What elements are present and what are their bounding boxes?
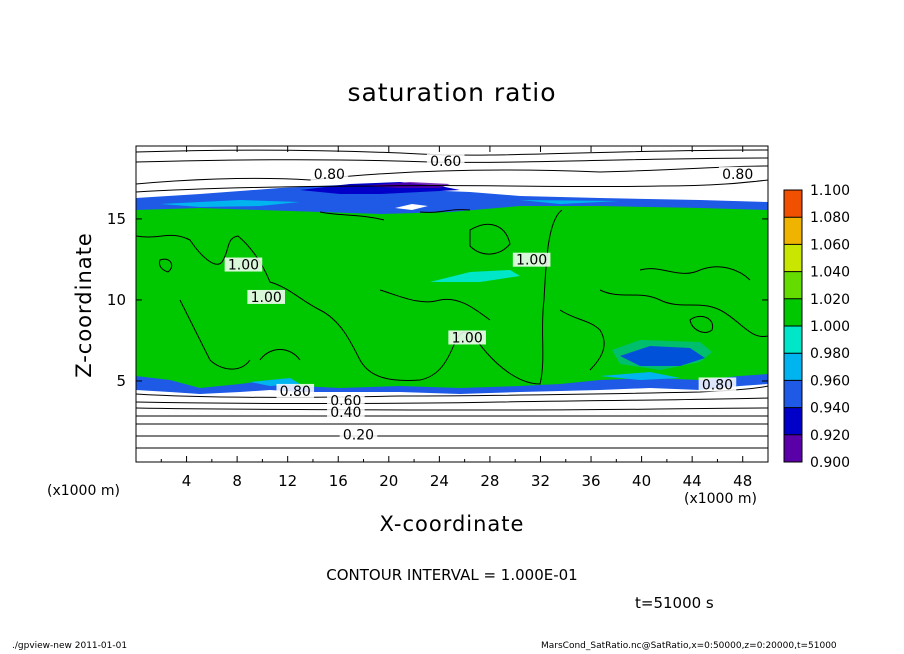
colorbar-label: 1.060 <box>810 237 850 253</box>
colorbar-swatch <box>784 353 802 381</box>
x-tick-label: 36 <box>581 472 600 490</box>
y-tick-label: 15 <box>107 210 126 228</box>
colorbar-swatch <box>784 434 802 462</box>
colorbar-label: 1.020 <box>810 292 850 308</box>
contour-label: 1.00 <box>516 253 547 269</box>
colorbar-swatch <box>784 217 802 245</box>
y-tick-label: 10 <box>107 291 126 309</box>
lower-boundary-cyan <box>250 372 680 386</box>
colorbar-swatch <box>784 380 802 408</box>
x-tick-label: 32 <box>531 472 550 490</box>
contour-label: 0.80 <box>280 384 311 400</box>
dry-patch-right-edge <box>612 340 712 370</box>
x-tick-label: 40 <box>632 472 651 490</box>
chart-title: saturation ratio <box>347 78 557 107</box>
contour-label: 0.80 <box>702 377 733 393</box>
y-axis-label: Z-coordinate <box>72 232 96 378</box>
upper-boundary-cyan <box>160 200 620 207</box>
colorbar-swatch <box>784 271 802 299</box>
colorbar-label: 0.900 <box>810 455 850 471</box>
x-unit-right: (x1000 m) <box>684 491 757 507</box>
cyan-streak <box>430 270 520 282</box>
contour-label: 0.60 <box>430 154 461 170</box>
colorbar-label: 0.980 <box>810 346 850 362</box>
colorbar-swatch <box>784 407 802 435</box>
x-tick-label: 4 <box>182 472 192 490</box>
contour-label: 1.00 <box>228 258 259 274</box>
footer-right: MarsCond_SatRatio.nc@SatRatio,x=0:50000,… <box>541 641 837 651</box>
contour-label-bg <box>276 383 315 398</box>
contour-label-bg <box>448 330 486 345</box>
contour-labels: 0.600.80 0.801.001.001.001.000.80 0.800.60… <box>224 153 757 444</box>
x-tick-label: 28 <box>480 472 499 490</box>
plot-frame <box>135 145 769 463</box>
colorbar-label: 1.040 <box>810 265 850 281</box>
contour-label: 0.40 <box>330 405 361 421</box>
contour-label: 1.00 <box>251 290 282 306</box>
colorbar-label: 1.000 <box>810 319 850 335</box>
x-tick-label: 16 <box>329 472 348 490</box>
contour-label: 1.00 <box>452 330 483 346</box>
upper-boundary-band <box>136 184 768 214</box>
contour-label-bg <box>698 377 737 392</box>
x-tick-label: 24 <box>430 472 449 490</box>
contour-label-bg <box>224 257 263 272</box>
contour-label-bg <box>327 393 365 408</box>
contour-label-bg <box>426 153 465 168</box>
contour-label: 0.20 <box>343 428 374 444</box>
colorbar-swatch <box>784 244 802 272</box>
colorbar-swatch <box>784 326 802 354</box>
upper-boundary-purple <box>360 182 450 188</box>
colorbar-label: 1.080 <box>810 210 850 226</box>
colorbar-label: 0.920 <box>810 428 850 444</box>
colorbar: 0.900 0.920 0.940 0.960 0.980 1.000 1.020 1.040… <box>783 183 850 471</box>
contour-label-bg <box>339 427 378 442</box>
contour-label-bg <box>310 166 349 181</box>
x-tick-label: 12 <box>278 472 297 490</box>
contour-label-bg <box>327 405 365 420</box>
time-label: t=51000 s <box>635 594 714 612</box>
contour-lines-lower <box>136 385 768 449</box>
x-axis-label: X-coordinate <box>379 512 525 536</box>
footer-left: ./gpview-new 2011-01-01 <box>12 641 128 651</box>
contour-label-bg <box>718 166 757 181</box>
x-tick-label: 8 <box>232 472 242 490</box>
unsaturated-gap <box>395 204 428 210</box>
contour-label: 0.80 <box>722 167 753 183</box>
colorbar-label: 0.960 <box>810 373 850 389</box>
contour-label: 0.80 <box>314 167 345 183</box>
colorbar-swatch <box>784 298 802 326</box>
colorbar-label: 1.100 <box>810 183 850 199</box>
contour-interval-text: CONTOUR INTERVAL = 1.000E-01 <box>326 566 578 584</box>
contour-label-bg <box>512 252 551 267</box>
contour-lines-interior <box>136 209 768 385</box>
colorbar-label: 0.940 <box>810 401 850 417</box>
x-tick-label: 44 <box>683 472 702 490</box>
x-tick-label: 48 <box>733 472 752 490</box>
x-tick-label: 20 <box>379 472 398 490</box>
contour-label-bg <box>247 289 285 304</box>
dry-patch-right <box>620 346 705 366</box>
x-unit-left: (x1000 m) <box>47 483 120 499</box>
colorbar-swatch <box>784 190 802 218</box>
y-tick-label: 5 <box>116 372 126 390</box>
saturated-region <box>136 200 768 390</box>
